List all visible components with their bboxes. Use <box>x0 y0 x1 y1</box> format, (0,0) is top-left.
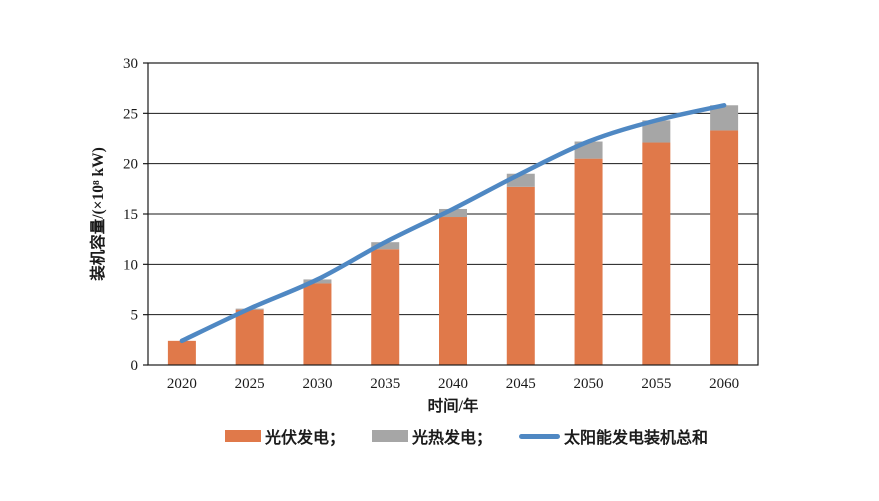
bar-csp-2055 <box>642 120 671 143</box>
bar-pv-2055 <box>642 142 671 365</box>
csp-swatch <box>372 430 409 442</box>
bar-pv-2060 <box>710 130 739 365</box>
total-line <box>179 103 727 344</box>
y-tick-label-30: 30 <box>123 56 138 72</box>
y-tick-label-10: 10 <box>123 257 138 273</box>
y-tick-label-5: 5 <box>131 308 139 324</box>
legend-item-pv: 光伏发电； <box>225 424 345 448</box>
legend-item-csp: 光热发电； <box>372 424 492 448</box>
y-tick-label-0: 0 <box>131 358 139 374</box>
x-tick-label-2040: 2040 <box>438 376 468 392</box>
total-line-swatch <box>519 433 561 439</box>
y-axis-title: 装机容量/(×10⁸ kW) <box>88 147 107 282</box>
x-tick-label-2035: 2035 <box>370 376 400 392</box>
x-axis-title: 时间/年 <box>428 396 479 415</box>
y-tick-label-15: 15 <box>123 207 138 223</box>
pv-swatch <box>225 430 261 442</box>
bar-pv-2045 <box>506 186 535 365</box>
bar-pv-2020 <box>167 340 196 365</box>
legend-label-pv: 光伏发电； <box>265 430 346 447</box>
y-tick-label-25: 25 <box>123 106 138 122</box>
bar-pv-2040 <box>439 217 467 365</box>
bar-pv-2035 <box>371 249 400 365</box>
x-tick-label-2030: 2030 <box>302 376 332 392</box>
x-tick-label-2055: 2055 <box>641 376 671 392</box>
chart-legend: 光伏发电； 光热发电； 太阳能发电装机总和 <box>225 424 708 448</box>
bar-csp-2035 <box>371 242 400 250</box>
bar-pv-2030 <box>303 283 332 365</box>
legend-item-total: 太阳能发电装机总和 <box>519 424 708 448</box>
x-tick-label-2060: 2060 <box>709 376 739 392</box>
bar-csp-2040 <box>439 208 467 218</box>
x-tick-label-2020: 2020 <box>167 376 197 392</box>
y-tick-label-20: 20 <box>123 157 138 173</box>
x-tick-label-2025: 2025 <box>235 376 265 392</box>
legend-label-total: 太阳能发电装机总和 <box>564 430 709 447</box>
bar-pv-2025 <box>235 309 264 365</box>
x-tick-label-2050: 2050 <box>574 376 604 392</box>
x-tick-label-2045: 2045 <box>506 376 536 392</box>
legend-label-csp: 光热发电； <box>412 430 493 447</box>
bar-pv-2050 <box>574 158 603 365</box>
